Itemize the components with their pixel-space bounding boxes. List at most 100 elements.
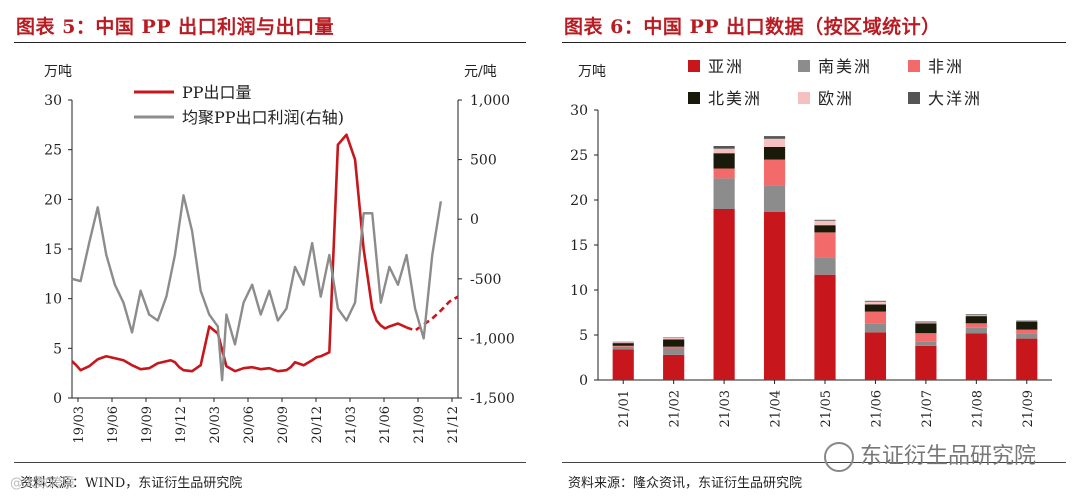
bar-segment: [965, 314, 987, 316]
bar-segment: [915, 333, 937, 342]
bar-segment: [1016, 329, 1038, 334]
legend-label: 亚洲: [708, 57, 744, 76]
bar-segment: [864, 304, 887, 312]
bar-segment: [965, 327, 987, 334]
legend-label: 非洲: [928, 57, 964, 76]
series-line-export-volume-forecast: [406, 295, 459, 332]
bar-segment: [864, 323, 887, 333]
bar-segment: [864, 332, 887, 380]
legend-label: 北美洲: [708, 89, 762, 108]
x-tick-label: 21/12: [446, 406, 461, 443]
x-tick-label: 21/06: [869, 390, 884, 427]
bar-segment: [814, 232, 836, 258]
left-chart-title: 图表 5：中国 PP 出口利润与出口量: [16, 16, 335, 38]
watermark-left: @大数跨境: [10, 476, 76, 491]
left-y-tick-label: 10: [44, 292, 62, 308]
watermark-text: 东证衍生品研究院: [860, 444, 1037, 469]
x-tick-label: 21/07: [920, 390, 935, 427]
bar-segment: [915, 345, 937, 380]
bar-segment: [864, 300, 887, 302]
bar-segment: [814, 225, 836, 233]
bar-segment: [612, 342, 634, 344]
x-tick-label: 21/08: [970, 390, 985, 427]
left-y-tick-label: 20: [44, 192, 62, 208]
bar-segment: [763, 185, 786, 212]
bar-segment: [965, 323, 987, 328]
bar-segment: [612, 343, 634, 346]
x-tick-label: 20/06: [242, 406, 257, 443]
right-y-tick-label: -1,000: [470, 331, 515, 347]
bar-segment: [915, 321, 937, 323]
bar-segment: [1016, 321, 1038, 330]
bar-segment: [864, 301, 887, 305]
left-y-tick-label: 15: [44, 242, 62, 258]
legend-label: 均聚PP出口利润(右轴): [182, 108, 344, 127]
bar-segment: [713, 209, 735, 380]
right-source-rule: [562, 462, 1066, 463]
bar-segment: [612, 345, 634, 347]
y-tick-label: 5: [579, 328, 588, 344]
y-tick-label: 10: [570, 283, 588, 299]
x-tick-label: 21/04: [769, 390, 784, 427]
bar-segment: [663, 348, 685, 355]
bar-segment: [1016, 333, 1038, 339]
bar-segment: [814, 274, 836, 380]
bar-segment: [915, 322, 937, 324]
bar-segment: [763, 136, 786, 139]
left-y-tick-label: 25: [44, 143, 62, 159]
bar-segment: [663, 354, 685, 380]
right-chart-title: 图表 6：中国 PP 出口数据（按区域统计）: [564, 16, 941, 38]
x-tick-label: 21/09: [412, 406, 427, 443]
bar-segment: [612, 346, 634, 350]
bar-segment: [713, 148, 735, 154]
bar-segment: [663, 339, 685, 347]
left-y-tick-label: 30: [44, 93, 62, 109]
bar-segment: [763, 211, 786, 380]
bar-segment: [814, 220, 836, 226]
bar-segment: [814, 219, 836, 221]
bar-segment: [965, 315, 987, 317]
right-unit-label: 元/吨: [464, 64, 497, 80]
legend-swatch: [798, 60, 810, 72]
x-tick-label: 20/03: [208, 406, 223, 443]
series-line-export-profit: [71, 194, 443, 382]
bar-segment: [1016, 338, 1038, 380]
left-source-rule: [14, 462, 526, 463]
y-tick-label: 25: [570, 148, 588, 164]
x-tick-label: 19/06: [106, 406, 121, 443]
x-tick-label: 21/09: [1021, 390, 1036, 427]
x-tick-label: 21/03: [718, 390, 733, 427]
bar-segment: [713, 153, 735, 169]
legend-swatch: [688, 92, 700, 104]
bar-segment: [763, 146, 786, 160]
legend-label: PP出口量: [182, 83, 252, 102]
y-tick-label: 30: [570, 103, 588, 119]
left-chart-svg: 万吨 元/吨 0 5 10 15 20 25 30 -1,500 -1,000 -500 0 500 1,0…: [44, 64, 515, 443]
legend-swatch: [908, 60, 920, 72]
wechat-icon: [824, 442, 854, 472]
right-y-tick-label: 0: [470, 212, 479, 228]
right-title-rule: [562, 42, 1066, 43]
series-line-export-volume: [71, 133, 408, 373]
unit-label: 万吨: [578, 64, 606, 80]
bar-segment: [713, 168, 735, 179]
bar-segment: [763, 159, 786, 186]
x-tick-label: 21/05: [819, 390, 834, 427]
bar-segment: [965, 333, 987, 380]
right-source: 资料来源：隆众资讯，东证衍生品研究院: [568, 476, 803, 491]
right-y-tick-label: -1,500: [470, 391, 515, 407]
legend-label: 大洋洲: [928, 89, 982, 108]
legend-label: 南美洲: [818, 57, 872, 76]
right-chart-panel: 图表 6：中国 PP 出口数据（按区域统计） 万吨 0 5 10 15 20 25 30 21/…: [548, 0, 1080, 500]
x-tick-label: 19/09: [140, 406, 155, 443]
x-tick-label: 19/12: [174, 406, 189, 443]
right-chart-svg: 万吨 0 5 10 15 20 25 30 21/01 21/02 21/03 21/04 21/05 2…: [570, 57, 1052, 427]
x-tick-label: 20/09: [276, 406, 291, 443]
left-chart-panel: 图表 5：中国 PP 出口利润与出口量 万吨 元/吨 0 5 10 15 20 25 30 -1,…: [14, 16, 526, 491]
right-y-tick-label: 500: [470, 153, 497, 169]
left-source: 资料来源：WIND，东证衍生品研究院: [20, 476, 243, 491]
legend-swatch: [908, 92, 920, 104]
bar-segment: [713, 146, 735, 149]
x-tick-label: 21/03: [344, 406, 359, 443]
left-y-tick-label: 5: [53, 341, 62, 357]
